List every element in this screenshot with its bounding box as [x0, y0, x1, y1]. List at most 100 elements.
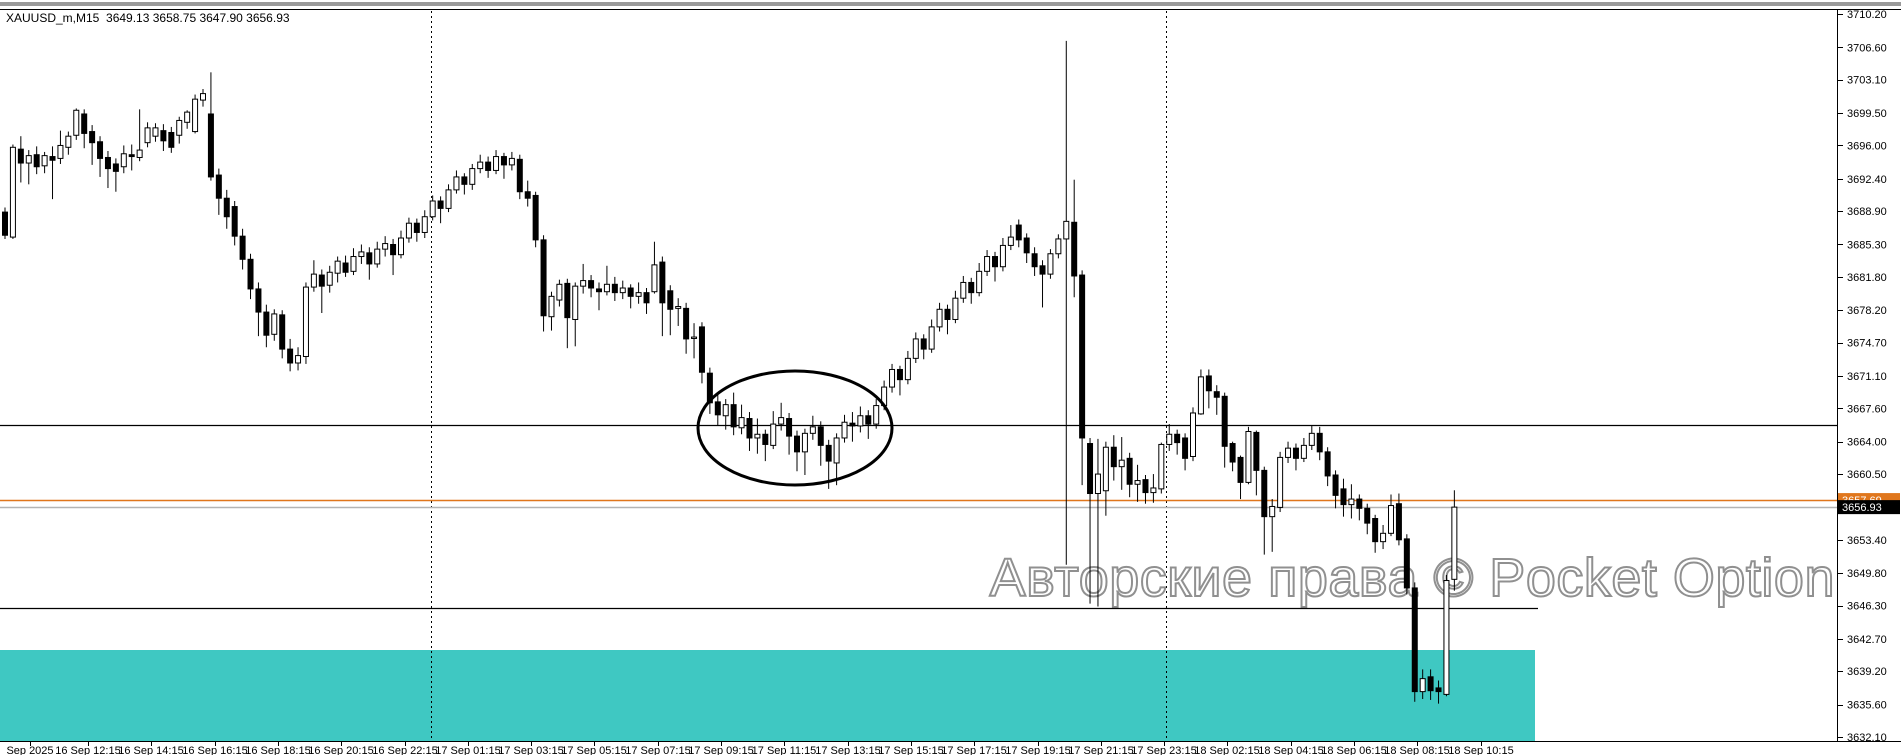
candle-body: [1190, 412, 1196, 457]
candle: [1340, 478, 1347, 517]
candle: [548, 291, 555, 331]
price-axis-label: 3706.60: [1847, 42, 1887, 54]
candle-body: [794, 435, 800, 453]
candle-body: [809, 426, 816, 434]
candle-body: [287, 348, 294, 364]
candle: [112, 158, 119, 192]
price-axis-label: 3685.30: [1847, 239, 1887, 251]
candle: [754, 418, 761, 454]
candle: [999, 238, 1006, 272]
candle: [453, 170, 460, 194]
candle: [516, 154, 523, 200]
candle-body: [1007, 236, 1014, 246]
candle-body: [920, 338, 927, 350]
ellipse-annotation[interactable]: [696, 369, 894, 487]
time-axis-label: 18 Sep 08:15: [1384, 745, 1449, 755]
candle-body: [342, 262, 349, 273]
price-axis-label: 3674.70: [1847, 338, 1887, 350]
candle: [25, 150, 32, 185]
candle-body: [833, 437, 840, 464]
candle-body: [754, 433, 761, 439]
candle-body: [1427, 676, 1434, 692]
candle: [334, 256, 341, 283]
candle-body: [857, 415, 864, 427]
candle: [659, 256, 666, 337]
candle-body: [493, 156, 500, 171]
candle: [643, 288, 650, 314]
candle: [445, 184, 452, 213]
candle: [81, 109, 88, 149]
candle-body: [81, 113, 88, 134]
candle-body: [25, 155, 32, 164]
time-axis-label: 17 Sep 15:15: [878, 745, 943, 755]
price-axis-label: 3632.10: [1847, 732, 1887, 744]
candle-body: [1150, 487, 1157, 494]
candle: [865, 410, 872, 439]
candle-body: [675, 306, 682, 309]
candle-body: [984, 256, 991, 272]
candle-body: [849, 422, 856, 427]
time-axis-label: Sep 2025: [6, 745, 53, 755]
candle: [817, 421, 824, 466]
candle-body: [698, 326, 705, 373]
candle-body: [889, 368, 896, 388]
candle: [1071, 179, 1078, 298]
candle: [9, 144, 16, 239]
price-axis-label: 3664.00: [1847, 437, 1887, 449]
candle: [366, 247, 373, 280]
candle: [207, 72, 214, 181]
candle: [1047, 249, 1054, 279]
candle-body: [841, 421, 848, 439]
candle: [184, 110, 191, 129]
candle-body: [1435, 687, 1442, 693]
candle-body: [128, 154, 135, 158]
time-axis-label: 16 Sep 12:15: [55, 745, 120, 755]
candle: [1221, 392, 1228, 468]
candle: [1285, 441, 1292, 463]
candle-body: [97, 141, 104, 159]
candle: [1213, 385, 1220, 415]
candle-body: [1055, 238, 1062, 255]
candle-body: [1079, 274, 1086, 439]
candle-body: [1213, 391, 1220, 398]
candle: [524, 180, 531, 207]
candle-body: [57, 144, 64, 159]
candle: [1197, 369, 1204, 415]
candle-body: [627, 287, 634, 297]
candle: [461, 173, 468, 195]
candle: [326, 265, 333, 293]
time-axis-label: 16 Sep 16:15: [182, 745, 247, 755]
candle: [318, 269, 325, 314]
candle-body: [279, 314, 286, 350]
candle: [1158, 442, 1165, 494]
candle-body: [564, 282, 571, 319]
candle-body: [1229, 443, 1236, 463]
candle-body: [223, 197, 230, 218]
candle-body: [413, 222, 420, 233]
candle: [73, 108, 80, 140]
candle: [1063, 40, 1070, 565]
candle: [500, 152, 507, 179]
candle-body: [382, 243, 389, 250]
candle: [1039, 260, 1046, 308]
candle-body: [445, 189, 452, 209]
candle-body: [619, 287, 626, 294]
price-axis-label: 3710.20: [1847, 9, 1887, 21]
candle-body: [437, 200, 444, 209]
candle: [1300, 437, 1307, 463]
candle-body: [271, 313, 278, 335]
window-top-border: [0, 0, 1901, 10]
candle-body: [912, 338, 919, 359]
chart-title: XAUUSD_m,M15 3649.13 3658.75 3647.90 365…: [6, 11, 290, 25]
candle: [1372, 514, 1379, 553]
candle: [302, 282, 309, 364]
candle: [1253, 430, 1260, 496]
candle: [97, 136, 104, 177]
candle-body: [1110, 446, 1117, 468]
candle: [580, 263, 587, 294]
candle-body: [1182, 437, 1189, 459]
teal-zone-rectangle[interactable]: [0, 649, 1535, 741]
candle: [984, 250, 991, 276]
candle-body: [1388, 505, 1394, 534]
